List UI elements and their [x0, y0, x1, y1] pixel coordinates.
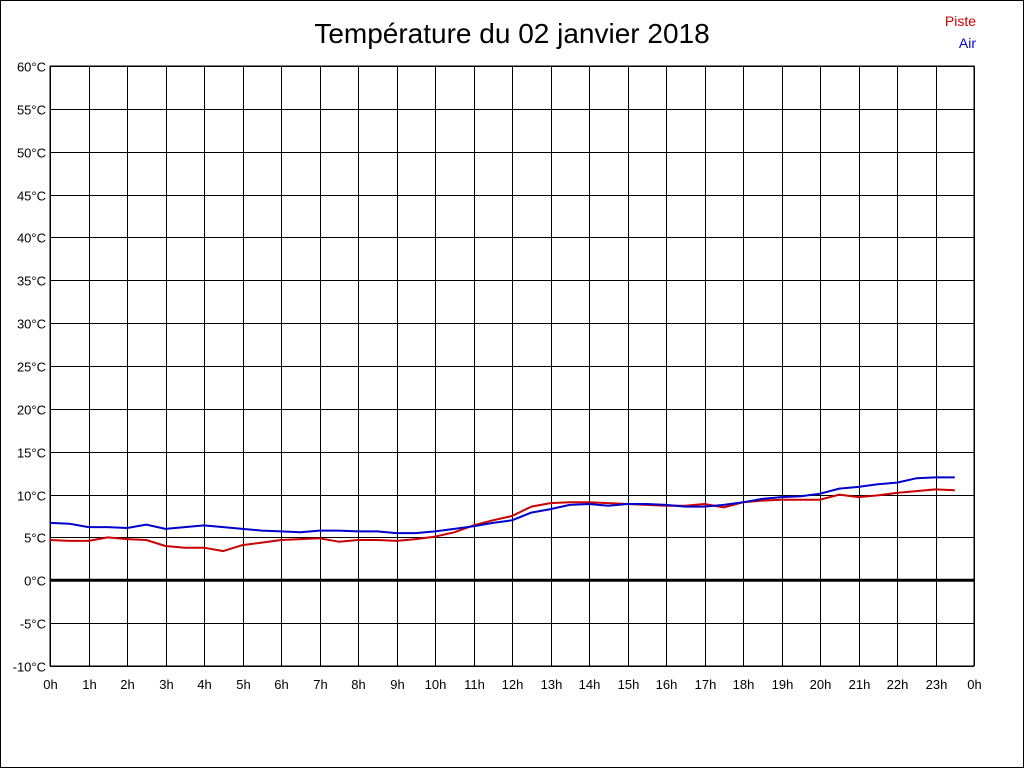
x-tick-label: 7h	[313, 677, 327, 692]
series-line-piste	[49, 488, 955, 553]
x-tick-label: 0h	[967, 677, 981, 692]
x-tick-label: 15h	[618, 677, 640, 692]
chart-title: Température du 02 janvier 2018	[314, 18, 710, 49]
legend-air: Air	[958, 35, 976, 51]
y-tick-label: 10°C	[17, 489, 46, 504]
x-tick-label: 19h	[772, 677, 794, 692]
x-tick-label: 9h	[390, 677, 404, 692]
x-tick-label: 20h	[810, 677, 832, 692]
x-tick-label: 21h	[849, 677, 871, 692]
x-tick-label: 4h	[197, 677, 211, 692]
x-tick-label: 17h	[695, 677, 717, 692]
y-tick-label: -10°C	[13, 660, 46, 675]
y-tick-label: -5°C	[20, 617, 46, 632]
y-tick-label: 0°C	[24, 574, 46, 589]
y-tick-label: 45°C	[17, 189, 46, 204]
x-tick-label: 8h	[351, 677, 365, 692]
legend-piste: Piste	[944, 13, 976, 29]
x-tick-label: 14h	[579, 677, 601, 692]
y-tick-label: 25°C	[17, 360, 46, 375]
x-tick-label: 16h	[656, 677, 678, 692]
x-tick-label: 1h	[82, 677, 96, 692]
x-tick-label: 0h	[43, 677, 57, 692]
y-tick-label: 15°C	[17, 446, 46, 461]
y-tick-label: 35°C	[17, 274, 46, 289]
y-tick-label: 20°C	[17, 403, 46, 418]
x-tick-label: 12h	[502, 677, 524, 692]
x-tick-label: 18h	[733, 677, 755, 692]
y-tick-label: 55°C	[17, 103, 46, 118]
x-tick-label: 10h	[425, 677, 447, 692]
x-tick-label: 2h	[120, 677, 134, 692]
x-tick-label: 22h	[887, 677, 909, 692]
x-tick-label: 13h	[541, 677, 563, 692]
x-tick-label: 5h	[236, 677, 250, 692]
y-tick-label: 50°C	[17, 146, 46, 161]
x-tick-label: 11h	[464, 677, 485, 692]
y-tick-label: 60°C	[17, 60, 46, 75]
x-tick-label: 6h	[274, 677, 288, 692]
series-line-air	[49, 476, 955, 535]
x-tick-label: 23h	[926, 677, 948, 692]
y-tick-label: 30°C	[17, 317, 46, 332]
y-tick-label: 40°C	[17, 231, 46, 246]
y-tick-label: 5°C	[24, 531, 46, 546]
x-tick-label: 3h	[159, 677, 173, 692]
